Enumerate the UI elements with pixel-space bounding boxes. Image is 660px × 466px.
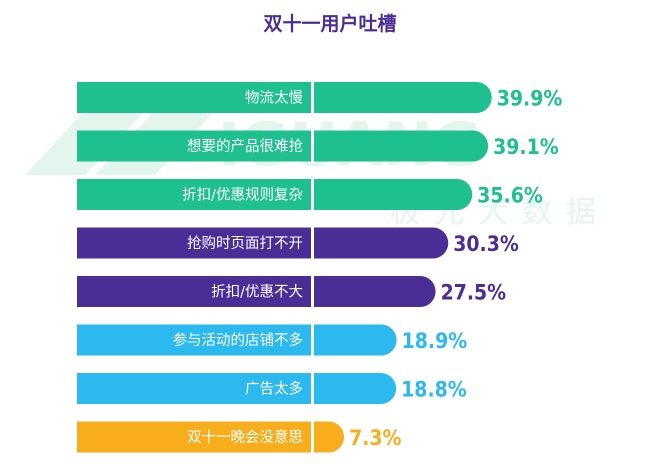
data-label: 35.6% [477, 184, 543, 208]
data-label: 30.3% [453, 232, 519, 256]
bar-label: 参与活动的店铺不多 [173, 332, 304, 349]
bar-label: 抢购时页面打不开 [187, 234, 303, 252]
bar-label: 物流太慢 [245, 90, 303, 107]
bar [77, 130, 489, 162]
data-label: 39.1% [493, 135, 559, 159]
data-label: 18.9% [402, 329, 468, 353]
data-label: 18.8% [401, 378, 467, 402]
bar-label: 广告太多 [245, 381, 303, 398]
bar [77, 421, 345, 453]
bar-divider [311, 274, 314, 309]
bar-divider [311, 128, 314, 164]
bars: 物流太慢 39.9% 想要的产品很难抢 39.1% 折扣/优惠规则复杂 35.6% 抢购时页… [77, 80, 562, 455]
bar-divider [311, 225, 314, 261]
bar-divider [311, 322, 314, 358]
data-label: 7.3% [349, 426, 401, 450]
bar-divider [311, 371, 314, 406]
bar-label: 想要的产品很难抢 [187, 137, 303, 155]
watermark: IGUANG极光大数据 [25, 100, 596, 230]
bar-divider [311, 80, 314, 115]
bar [77, 227, 449, 259]
bar-label: 折扣/优惠规则复杂 [182, 186, 303, 204]
data-label: 27.5% [441, 281, 507, 305]
bar-divider [311, 177, 314, 212]
bar [77, 373, 397, 404]
bar-label: 双十一晚会没意思 [187, 428, 303, 446]
bar-divider [311, 419, 314, 455]
bar [77, 276, 436, 307]
watermark-logo-icon [25, 100, 225, 175]
chart-title: 双十一用户吐槽 [263, 12, 396, 35]
bar-label: 折扣/优惠不大 [211, 284, 303, 301]
data-label: 39.9% [497, 87, 563, 111]
bar [77, 324, 397, 356]
bar [77, 179, 473, 210]
bar [77, 82, 492, 113]
